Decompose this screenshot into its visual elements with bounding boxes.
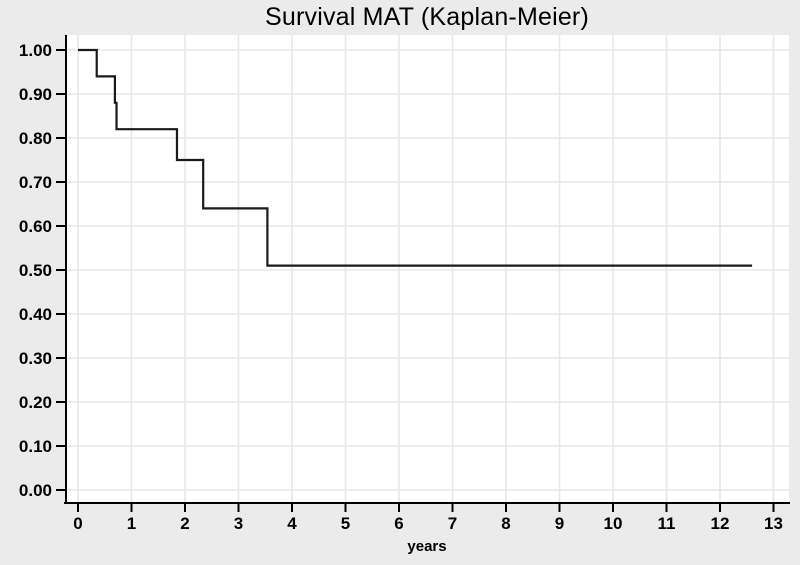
chart-title: Survival MAT (Kaplan-Meier): [264, 3, 589, 31]
x-axis-tick-label: 10: [604, 514, 623, 533]
x-axis-tick-label: 8: [501, 514, 510, 533]
y-axis-tick-label: 0.30: [19, 349, 52, 368]
y-axis-tick-label: 0.90: [19, 85, 52, 104]
x-axis-tick-label: 9: [555, 514, 564, 533]
y-axis-tick-label: 0.70: [19, 173, 52, 192]
survival-curve: [78, 48, 753, 267]
y-axis-tick-label: 0.80: [19, 129, 52, 148]
x-axis-tick-label: 4: [287, 514, 297, 533]
x-axis-title: years: [407, 538, 447, 555]
x-axis-tick-label: 11: [658, 514, 676, 533]
y-axis-tick-label: 0.50: [19, 261, 52, 280]
x-axis-tick-label: 0: [73, 514, 82, 533]
x-axis-tick-label: 3: [234, 514, 243, 533]
x-axis-tick-label: 1: [127, 514, 136, 533]
x-axis-tick-label: 2: [180, 514, 189, 533]
x-axis-tick-label: 5: [341, 514, 350, 533]
y-axis-tick-label: 0.10: [19, 437, 52, 456]
y-axis-tick-label: 1.00: [19, 41, 52, 60]
x-axis-tick-label: 7: [448, 514, 457, 533]
y-axis-tick-label: 0.20: [19, 393, 52, 412]
x-axis-tick-label: 12: [711, 514, 730, 533]
y-axis-tick-label: 0.60: [19, 217, 52, 236]
plot-area: [65, 35, 789, 502]
y-axis-tick-label: 0.00: [19, 481, 52, 500]
x-axis-tick-label: 13: [764, 514, 783, 533]
y-axis-tick-label: 0.40: [19, 305, 52, 324]
x-axis-tick-label: 6: [394, 514, 403, 533]
